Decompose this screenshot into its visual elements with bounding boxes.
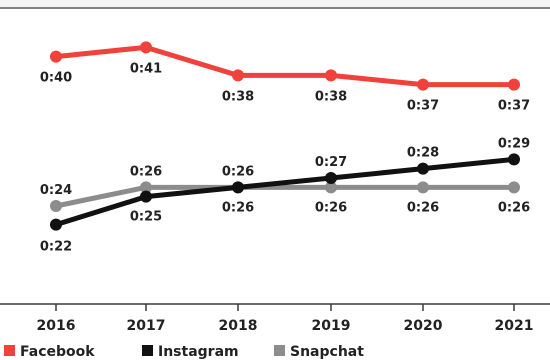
snapchat-label-2016: 0:24 <box>40 183 72 198</box>
snapchat-series-line <box>53 184 517 209</box>
snapchat-label-2018: 0:26 <box>222 164 254 179</box>
x-axis: 2016 2017 2018 2019 2020 2021 <box>0 303 550 334</box>
snapchat-legend-swatch <box>274 345 285 356</box>
x-tick-label-2018: 2018 <box>219 318 258 334</box>
facebook-point-2020 <box>417 78 429 91</box>
snapchat-label-2020: 0:26 <box>407 200 439 215</box>
facebook-label-2020: 0:37 <box>407 99 439 114</box>
snapchat-point-2020 <box>417 181 429 194</box>
snapchat-point-2021 <box>508 181 520 194</box>
instagram-point-2017 <box>140 190 152 203</box>
x-tick-label-2019: 2019 <box>312 318 351 334</box>
facebook-label-2016: 0:40 <box>40 71 72 86</box>
x-tick-label-2016: 2016 <box>37 318 76 334</box>
series-layer <box>50 41 520 231</box>
instagram-legend-swatch <box>142 345 153 356</box>
instagram-label-2021: 0:29 <box>498 136 530 151</box>
facebook-point-2021 <box>508 78 520 91</box>
instagram-label-2017: 0:25 <box>130 210 162 225</box>
instagram-label-2020: 0:28 <box>407 146 439 161</box>
snapchat-point-2016 <box>50 200 62 212</box>
facebook-label-2017: 0:41 <box>130 61 162 76</box>
header-background <box>0 0 550 8</box>
top-header-strip <box>0 0 550 9</box>
snapchat-point-2019 <box>325 181 337 194</box>
legend: Facebook Instagram Snapchat <box>4 344 364 360</box>
facebook-point-2018 <box>232 69 244 82</box>
instagram-legend-label: Instagram <box>158 344 239 360</box>
snapchat-point-2017 <box>140 181 152 194</box>
x-tick-label-2020: 2020 <box>404 318 443 334</box>
instagram-point-2016 <box>50 218 62 231</box>
instagram-point-2018 <box>232 181 244 194</box>
snapchat-legend-label: Snapchat <box>290 344 364 360</box>
instagram-label-2018: 0:26 <box>222 200 254 215</box>
x-tick-label-2021: 2021 <box>495 318 534 334</box>
facebook-point-2016 <box>50 50 62 63</box>
x-tick-label-2017: 2017 <box>127 318 166 334</box>
facebook-legend-label: Facebook <box>20 344 95 360</box>
facebook-point-2017 <box>140 41 152 54</box>
data-labels: 0:24 0:26 0:26 0:26 0:26 0:26 0:22 0:25 0:26 0:27… <box>40 61 530 254</box>
instagram-label-2019: 0:27 <box>315 155 347 170</box>
snapchat-label-2017: 0:26 <box>130 164 162 179</box>
instagram-series-line <box>53 156 517 228</box>
instagram-point-2020 <box>417 162 429 175</box>
facebook-legend-swatch <box>4 345 15 356</box>
facebook-label-2019: 0:38 <box>315 89 347 104</box>
facebook-point-2019 <box>325 69 337 82</box>
facebook-label-2018: 0:38 <box>222 89 254 104</box>
instagram-point-2019 <box>325 172 337 184</box>
snapchat-label-2021: 0:26 <box>498 200 530 215</box>
instagram-point-2021 <box>508 153 520 166</box>
facebook-series-line <box>53 44 517 88</box>
snapchat-label-2019: 0:26 <box>315 200 347 215</box>
instagram-label-2016: 0:22 <box>40 240 72 255</box>
facebook-label-2021: 0:37 <box>498 99 530 114</box>
